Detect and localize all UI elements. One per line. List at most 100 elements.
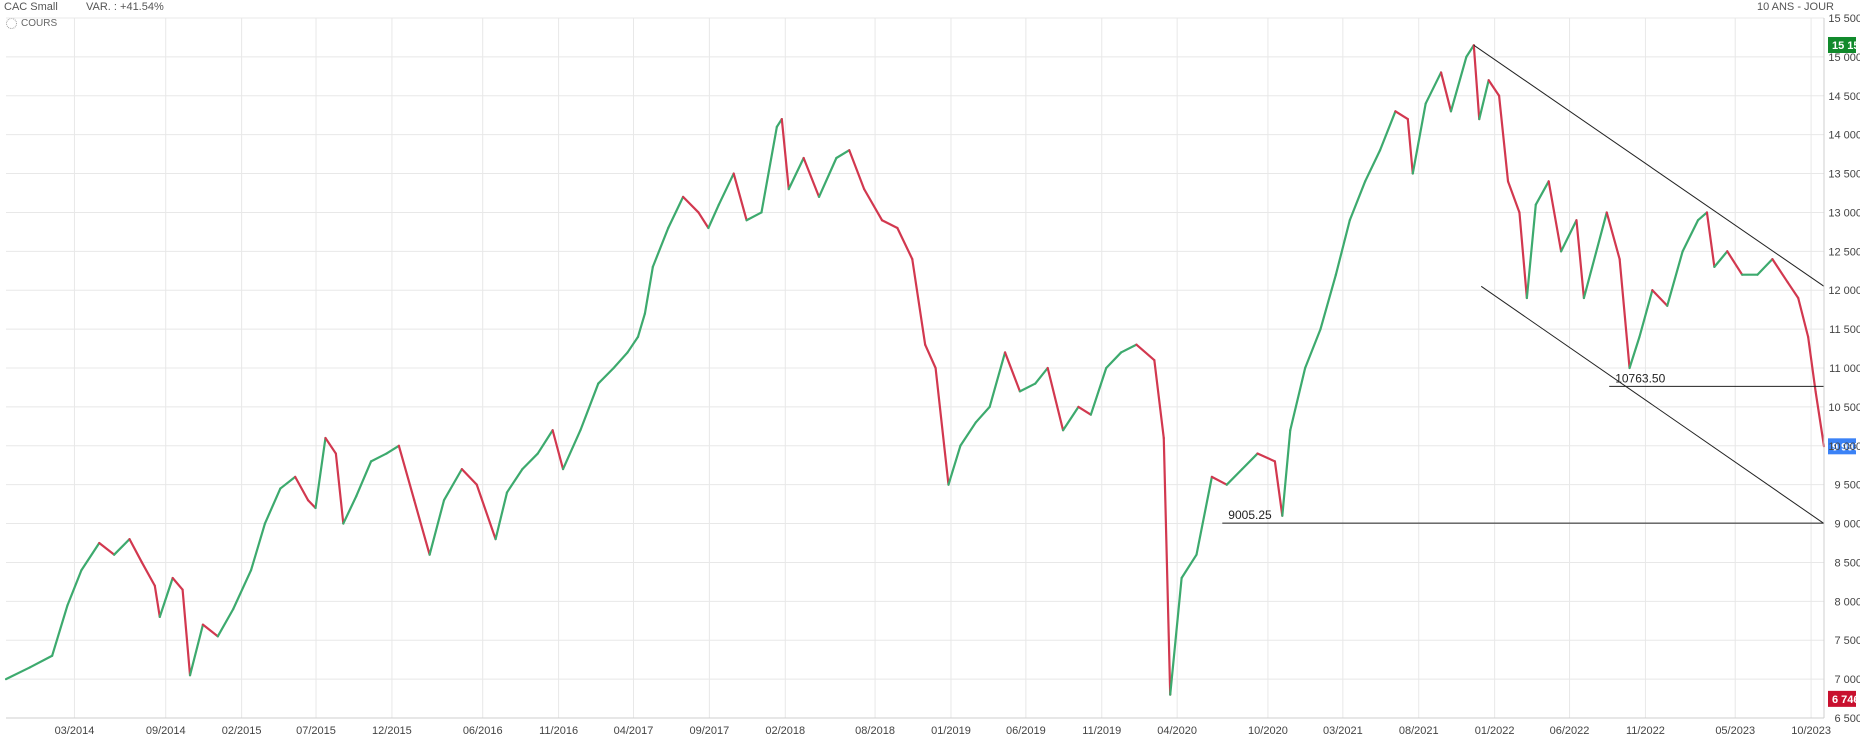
price-segment: [1120, 343, 1138, 354]
price-segment: [707, 203, 720, 230]
value-badge-label: 9 993: [1832, 441, 1860, 453]
legend-label: COURS: [21, 18, 58, 29]
price-segment: [880, 219, 899, 230]
price-segment: [216, 608, 235, 638]
y-tick-label: 13 000: [1828, 207, 1860, 219]
price-segment: [201, 623, 219, 638]
x-tick-label: 01/2022: [1475, 725, 1515, 737]
price-segment: [1406, 118, 1414, 175]
price-segment: [1256, 452, 1276, 463]
price-segment: [324, 436, 337, 455]
price-segment: [681, 195, 700, 214]
x-tick-label: 08/2021: [1399, 725, 1439, 737]
price-segment: [1105, 351, 1123, 370]
price-segment: [1472, 44, 1481, 121]
price-segment: [494, 491, 509, 541]
price-segment: [643, 265, 654, 315]
price-segment: [1424, 71, 1443, 105]
price-segment: [760, 125, 778, 214]
price-segment: [787, 156, 805, 191]
price-segment: [28, 654, 54, 669]
price-segment: [1726, 250, 1744, 276]
x-tick-label: 07/2015: [296, 725, 336, 737]
price-segment: [1666, 250, 1684, 307]
price-segment: [988, 351, 1007, 408]
price-segment: [1618, 258, 1631, 370]
price-segment: [1281, 429, 1292, 517]
price-segment: [911, 258, 927, 346]
x-tick-label: 02/2015: [222, 725, 262, 737]
y-tick-label: 11 500: [1829, 324, 1860, 336]
price-segment: [1518, 211, 1528, 300]
price-segment: [612, 351, 629, 370]
price-segment: [1465, 44, 1475, 58]
price-segment: [369, 452, 388, 463]
price-segment: [717, 172, 735, 206]
price-segment: [442, 468, 463, 502]
x-tick-label: 11/2022: [1626, 725, 1665, 737]
x-tick-label: 01/2019: [931, 725, 971, 737]
value-badge-label: 15 153: [1832, 40, 1860, 52]
price-segment: [1135, 343, 1156, 362]
price-segment: [171, 576, 184, 591]
x-tick-label: 03/2014: [55, 725, 95, 737]
price-segment: [1547, 180, 1563, 253]
price-segment: [1195, 475, 1213, 556]
x-tick-label: 10/2023: [1791, 725, 1831, 737]
x-tick-label: 03/2021: [1323, 725, 1363, 737]
price-segment: [579, 382, 600, 432]
price-segment: [475, 483, 497, 541]
price-segment: [188, 623, 205, 677]
price-segment: [1713, 250, 1729, 268]
price-segment: [460, 468, 478, 486]
period-selector[interactable]: 10 ANS - JOUR: [1756, 1, 1834, 13]
price-segment: [1162, 436, 1172, 696]
y-tick-label: 12 500: [1828, 246, 1860, 258]
x-tick-label: 04/2017: [614, 725, 654, 737]
price-segment: [505, 468, 524, 494]
price-segment: [1756, 258, 1774, 276]
price-segment: [385, 444, 400, 455]
price-segment: [1046, 366, 1065, 432]
y-tick-label: 12 000: [1828, 285, 1860, 297]
price-segment: [697, 211, 710, 230]
price-segment: [896, 226, 914, 261]
price-segment: [181, 588, 192, 677]
price-segment: [306, 499, 317, 510]
x-tick-label: 12/2015: [372, 725, 412, 737]
price-segment: [651, 226, 670, 268]
price-segment: [1506, 180, 1521, 214]
price-segment: [314, 436, 327, 510]
y-tick-label: 15 500: [1828, 13, 1860, 25]
price-segment: [561, 429, 582, 471]
price-segment: [1771, 258, 1789, 284]
price-segment: [1273, 460, 1284, 517]
trendline: [1473, 44, 1825, 287]
instrument-name: CAC Small: [4, 1, 58, 13]
price-segment: [153, 584, 161, 618]
price-segment: [4, 666, 31, 681]
price-segment: [1153, 359, 1165, 440]
price-segment: [1003, 351, 1022, 393]
price-segment: [551, 429, 565, 471]
price-segment: [848, 149, 866, 191]
price-segment: [1449, 55, 1468, 113]
y-tick-label: 7 500: [1834, 635, 1860, 647]
variation-label: VAR. : +41.54%: [86, 1, 164, 13]
price-segment: [536, 429, 554, 455]
x-tick-label: 09/2014: [146, 725, 186, 737]
price-segment: [294, 475, 310, 502]
price-segment: [66, 569, 83, 607]
value-badge-high: [1828, 36, 1856, 53]
value-badge-last: [1828, 438, 1856, 455]
price-segment: [80, 541, 101, 572]
x-tick-label: 06/2019: [1006, 725, 1046, 737]
price-segment: [1210, 475, 1228, 486]
price-segment: [1334, 219, 1351, 276]
price-segment: [597, 366, 615, 385]
y-tick-label: 10 000: [1828, 441, 1860, 453]
price-segment: [1225, 468, 1244, 486]
y-tick-label: 7 000: [1834, 674, 1860, 686]
price-segment: [780, 118, 790, 191]
